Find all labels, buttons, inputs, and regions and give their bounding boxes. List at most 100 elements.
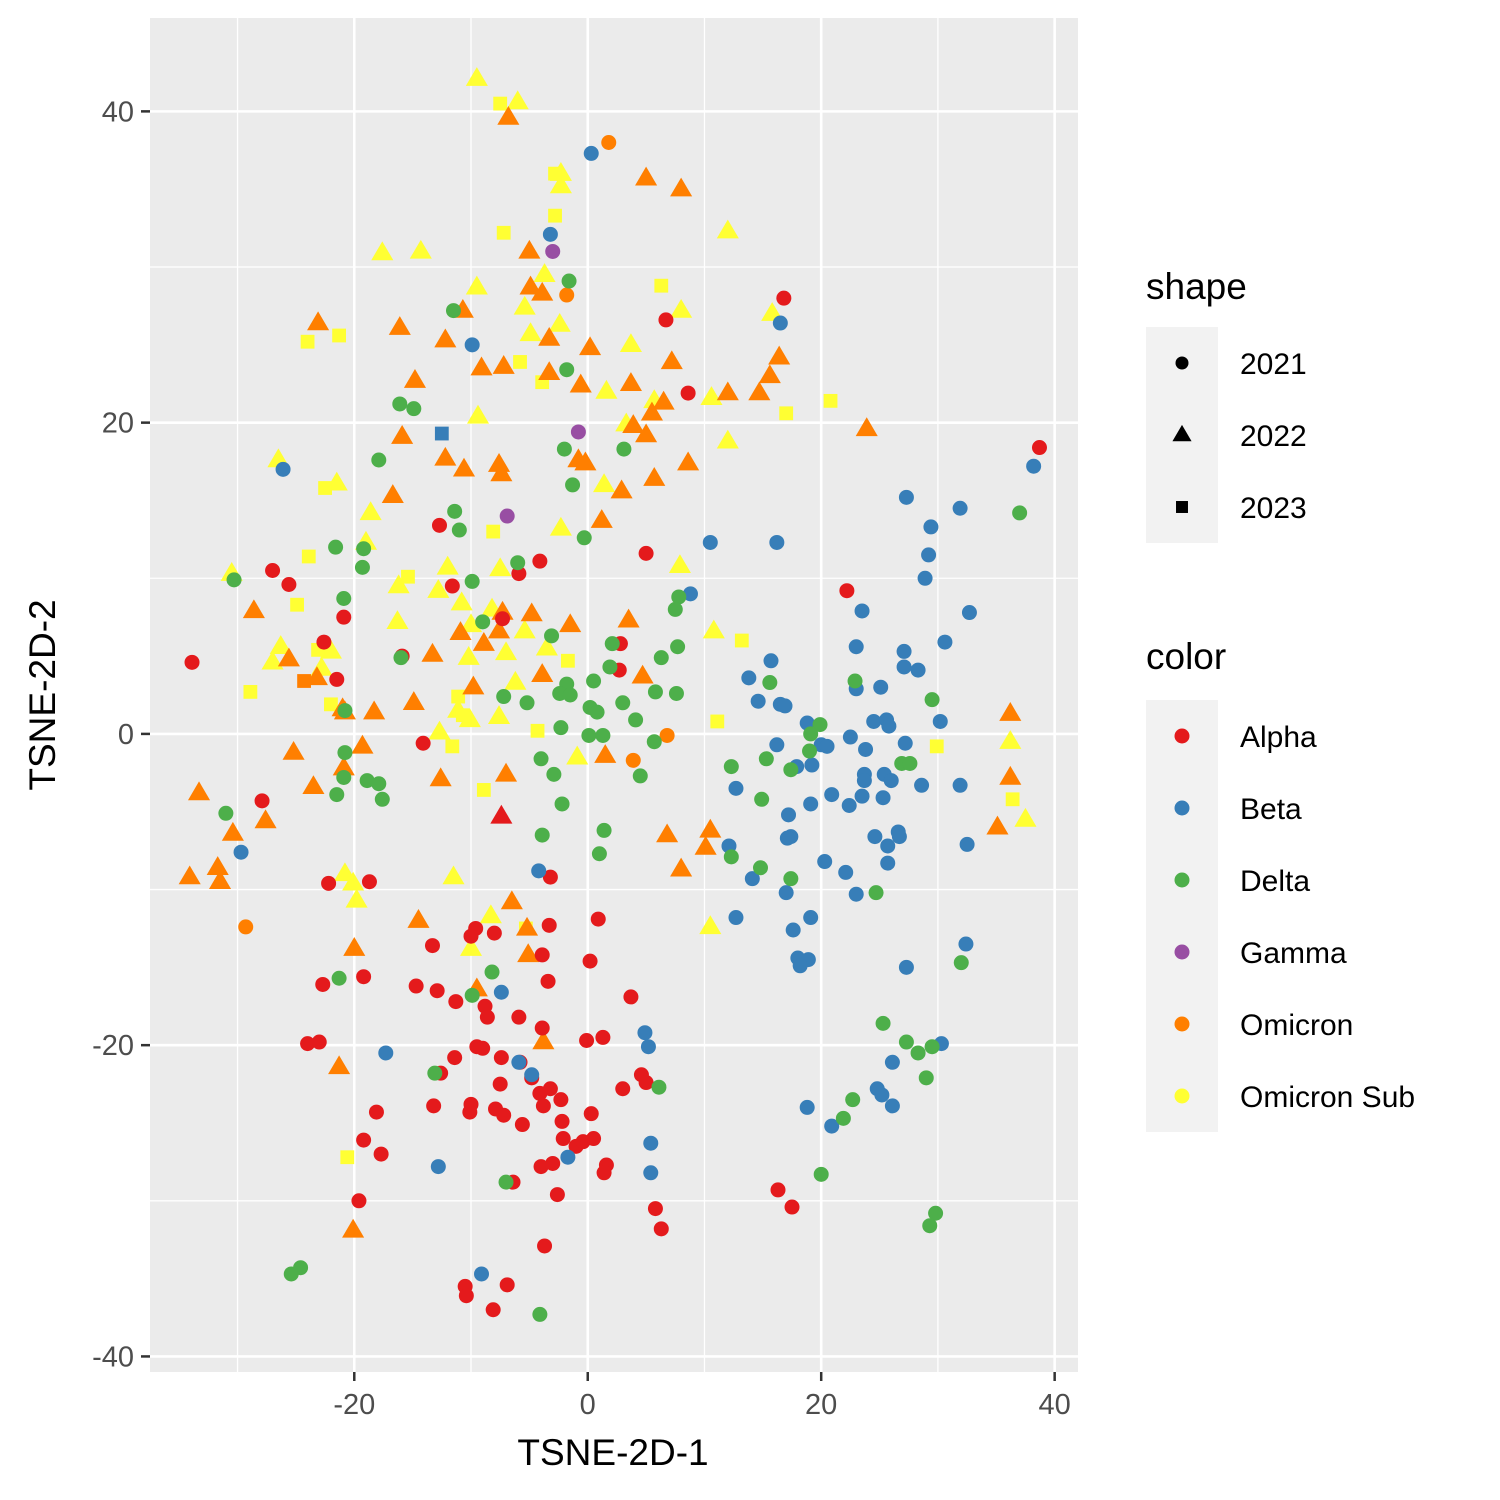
data-point-beta xyxy=(896,659,912,675)
data-point-alpha xyxy=(265,562,281,578)
data-point-omicron-sub xyxy=(716,219,739,239)
color-legend-label: Gamma xyxy=(1240,937,1347,970)
data-point-omicron xyxy=(986,815,1009,835)
data-point-omicron xyxy=(699,818,722,838)
data-point-omicron xyxy=(590,509,613,528)
data-point-omicron xyxy=(999,702,1022,721)
data-point-omicron xyxy=(452,457,476,477)
data-point-alpha xyxy=(475,1040,491,1056)
data-point-alpha xyxy=(495,611,511,627)
data-point-delta xyxy=(546,766,562,782)
data-point-beta xyxy=(233,844,249,860)
data-point-delta xyxy=(754,791,770,807)
data-point-alpha xyxy=(653,1221,669,1237)
data-point-delta xyxy=(561,273,577,289)
color-legend-keys-background xyxy=(1146,700,1218,1132)
data-point-beta xyxy=(884,1054,900,1070)
data-point-delta xyxy=(875,1015,891,1031)
data-point-alpha xyxy=(373,1146,389,1162)
data-point-omicron xyxy=(403,368,427,388)
legend-key-omicron xyxy=(1174,1016,1190,1032)
legend-key-circle xyxy=(1175,356,1189,370)
data-point-delta xyxy=(615,695,631,711)
panel-background xyxy=(150,18,1078,1372)
data-point-delta xyxy=(371,776,387,792)
data-point-alpha xyxy=(534,947,550,963)
data-point-omicron xyxy=(569,373,592,393)
data-point-omicron-sub xyxy=(494,641,518,661)
data-point-delta xyxy=(783,762,799,778)
data-point-alpha xyxy=(542,869,558,885)
data-point-delta xyxy=(447,503,463,519)
data-point-delta xyxy=(813,1166,829,1182)
data-point-beta xyxy=(430,1159,446,1175)
data-point-alpha xyxy=(535,1098,551,1114)
data-point-omicron-sub xyxy=(595,379,618,399)
data-point-omicron xyxy=(716,381,739,401)
data-point-delta xyxy=(632,768,648,784)
data-point-alpha xyxy=(582,953,598,969)
data-point-delta xyxy=(336,591,352,607)
data-point-omicron xyxy=(178,865,201,885)
color-legend-label: Omicron xyxy=(1240,1009,1353,1042)
data-point-omicron xyxy=(515,916,539,936)
data-point-alpha xyxy=(493,1050,509,1066)
data-point-omicron-sub xyxy=(427,579,450,598)
data-point-omicron-sub xyxy=(535,636,558,656)
data-point-beta xyxy=(921,547,937,563)
y-axis-title: TSNE-2D-2 xyxy=(22,599,63,790)
data-point-delta xyxy=(359,773,375,789)
data-point-delta xyxy=(616,441,632,457)
data-point-omicron xyxy=(449,621,472,640)
data-point-omicron xyxy=(574,451,597,471)
data-point-omicron xyxy=(531,663,554,682)
data-point-omicron xyxy=(238,919,254,935)
data-point-alpha xyxy=(784,1199,800,1215)
data-point-omicron-sub xyxy=(513,355,527,369)
data-point-delta xyxy=(802,743,818,759)
data-point-alpha xyxy=(534,1020,550,1036)
data-point-alpha xyxy=(499,1277,515,1293)
data-point-delta xyxy=(565,477,581,493)
data-point-delta xyxy=(723,849,739,865)
legend-key-square xyxy=(1176,501,1188,513)
data-point-omicron-sub xyxy=(710,714,725,729)
data-point-omicron xyxy=(610,479,633,499)
data-point-delta xyxy=(653,650,669,666)
data-point-delta xyxy=(671,589,687,605)
x-axis-title: TSNE-2D-1 xyxy=(517,1432,708,1473)
data-point-delta xyxy=(586,673,602,689)
data-point-omicron xyxy=(677,451,700,471)
data-point-alpha xyxy=(184,654,200,670)
data-point-omicron-sub xyxy=(340,1150,355,1165)
data-point-omicron-sub xyxy=(300,334,315,349)
data-point-beta xyxy=(643,1165,659,1181)
data-point-omicron-sub xyxy=(409,239,432,259)
data-point-omicron xyxy=(999,765,1022,785)
data-point-beta xyxy=(464,337,480,353)
data-point-alpha xyxy=(583,1106,599,1122)
data-point-beta xyxy=(792,958,808,974)
data-point-omicron-sub xyxy=(371,241,394,261)
data-point-delta xyxy=(591,846,607,862)
data-point-beta xyxy=(682,586,698,602)
data-point-beta xyxy=(531,863,547,879)
data-point-omicron xyxy=(302,775,325,795)
data-point-omicron xyxy=(652,390,675,410)
data-point-delta xyxy=(898,1034,914,1050)
data-point-omicron xyxy=(855,417,878,437)
data-point-beta xyxy=(750,693,766,709)
data-point-beta xyxy=(777,698,793,714)
data-point-delta xyxy=(576,530,592,546)
data-point-alpha xyxy=(770,1182,786,1198)
data-point-omicron xyxy=(434,328,457,348)
data-point-omicron xyxy=(601,135,617,151)
data-point-beta xyxy=(848,639,864,655)
data-point-beta xyxy=(841,797,857,813)
data-point-delta xyxy=(596,822,612,838)
data-point-omicron-sub xyxy=(359,501,382,521)
data-point-delta xyxy=(812,717,828,733)
data-point-gamma xyxy=(545,243,561,259)
data-point-alpha xyxy=(426,1098,442,1114)
data-point-omicron-sub xyxy=(486,524,501,539)
